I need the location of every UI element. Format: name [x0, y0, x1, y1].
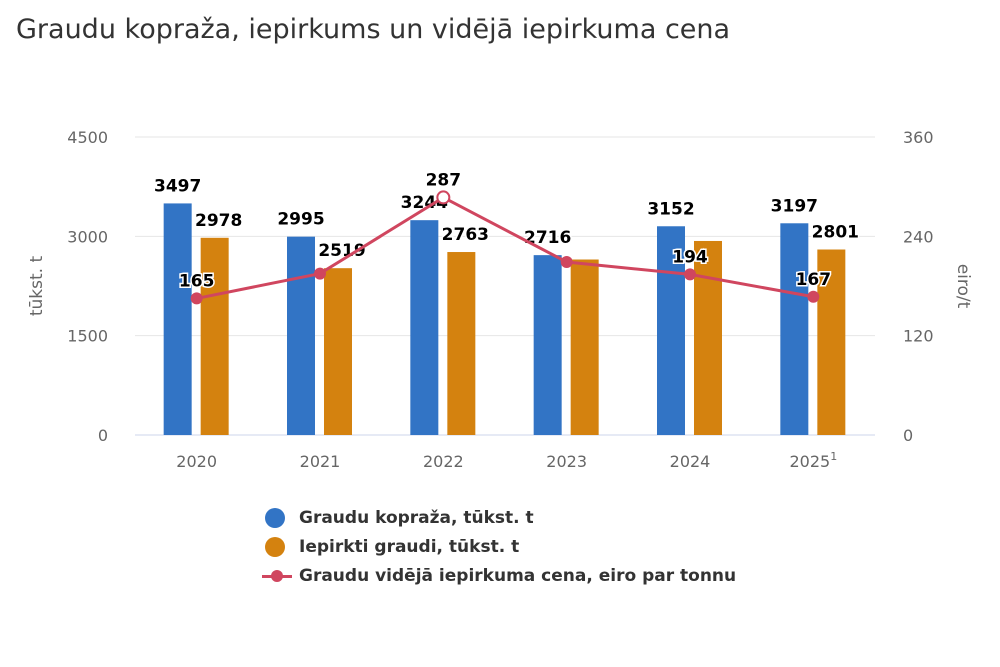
line-point: [560, 255, 573, 268]
bar: [570, 259, 599, 435]
y2-tick-label: 240: [903, 227, 934, 246]
data-label: 165: [179, 271, 215, 291]
bar: [817, 249, 846, 435]
x-tick-label: 20251: [789, 450, 837, 471]
data-label: 2978: [195, 211, 242, 231]
y-tick-label: 3000: [67, 227, 108, 246]
bar: [200, 237, 229, 435]
chart-title: Graudu kopraža, iepirkums un vidējā iepi…: [16, 14, 731, 45]
y2-axis-title: eiro/t: [953, 264, 973, 309]
x-tick-label: 2020: [176, 452, 217, 471]
line-point: [436, 190, 451, 205]
data-label: 3497: [154, 176, 201, 196]
legend-item-harvest[interactable]: Graudu kopraža, tūkst. t: [262, 503, 736, 532]
price-line: [196, 195, 814, 300]
legend-line-icon: [262, 566, 292, 586]
data-label: 194: [672, 247, 708, 267]
bar: [694, 240, 722, 435]
bar: [324, 268, 352, 435]
legend-dot-icon: [265, 536, 285, 557]
line-point: [190, 292, 203, 305]
y2-tick-label: 0: [903, 426, 913, 445]
data-label: 167: [796, 270, 832, 290]
legend-label: Graudu kopraža, tūkst. t: [299, 507, 534, 528]
data-label: 2716: [524, 228, 571, 248]
bar: [447, 252, 476, 435]
data-label: 287: [426, 170, 462, 190]
data-label: 3197: [771, 196, 818, 216]
y-tick-label: 4500: [67, 128, 108, 147]
bar: [533, 255, 562, 435]
legend-label: Graudu vidējā iepirkuma cena, eiro par t…: [299, 565, 737, 586]
bar: [163, 203, 192, 435]
data-label: 2801: [812, 223, 859, 243]
x-tick-label: 2021: [300, 452, 341, 471]
legend-item-purchased[interactable]: Iepirkti graudi, tūkst. t: [262, 532, 736, 561]
y2-tick-label: 360: [903, 128, 934, 147]
x-tick-label: 2023: [546, 452, 587, 471]
data-label: 3152: [647, 199, 694, 219]
x-tick-label: 2024: [670, 452, 711, 471]
data-label: 2763: [442, 225, 489, 245]
bar: [780, 223, 809, 435]
bar: [657, 226, 685, 435]
y-tick-label: 0: [98, 426, 108, 445]
legend-label: Iepirkti graudi, tūkst. t: [299, 536, 520, 557]
legend: Graudu kopraža, tūkst. t Iepirkti graudi…: [262, 503, 736, 590]
bar: [287, 236, 315, 435]
x-tick-label: 2022: [423, 452, 464, 471]
legend-dot-icon: [265, 507, 285, 528]
legend-item-price[interactable]: Graudu vidējā iepirkuma cena, eiro par t…: [262, 561, 736, 590]
line-point: [314, 267, 326, 280]
line-point: [807, 290, 820, 303]
y-axis-title: tūkst. t: [27, 256, 47, 317]
bar: [410, 220, 439, 435]
y-tick-label: 1500: [67, 327, 108, 346]
data-label: 2519: [318, 241, 365, 261]
line-point: [684, 268, 696, 281]
data-label: 2995: [277, 210, 324, 230]
y2-tick-label: 120: [903, 327, 934, 346]
